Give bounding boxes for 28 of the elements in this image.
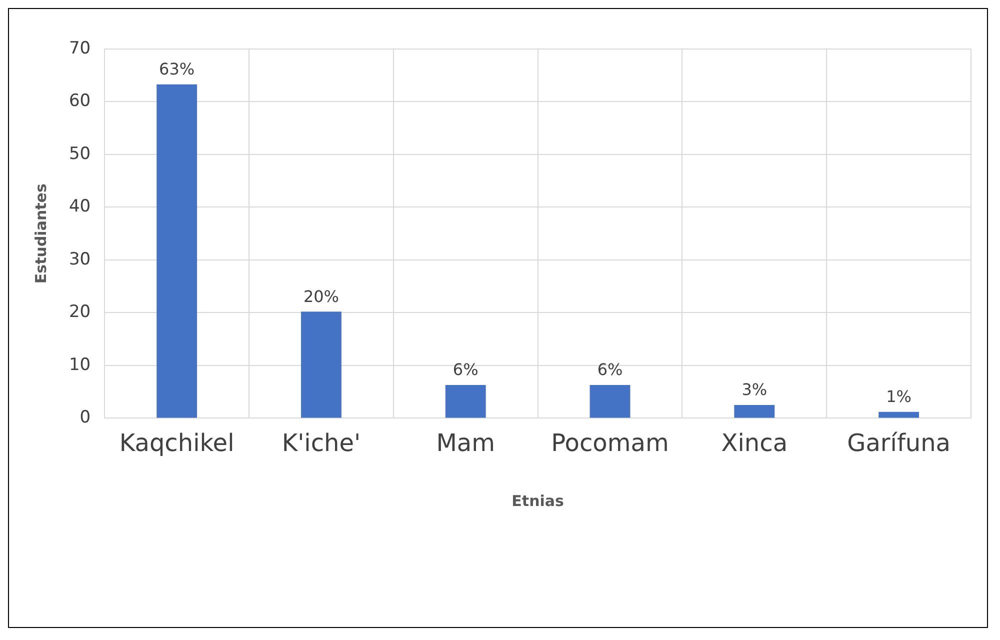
- x-tick-label: Garífuna: [847, 428, 951, 457]
- data-label: 6%: [597, 360, 623, 380]
- y-tick-label: 10: [68, 354, 91, 375]
- bar: [156, 84, 198, 418]
- data-label: 3%: [742, 380, 768, 400]
- y-tick-label: 40: [68, 196, 91, 217]
- data-label: 6%: [452, 360, 478, 380]
- x-tick-label: Xinca: [721, 428, 788, 457]
- bar: [590, 384, 630, 418]
- x-tick-label: Kaqchikel: [119, 428, 234, 457]
- x-axis-title: Etnias: [512, 492, 564, 510]
- data-label: 63%: [159, 59, 195, 78]
- bar: [734, 405, 775, 418]
- y-tick-label: 70: [68, 38, 91, 58]
- x-tick-label: K'iche': [282, 428, 361, 457]
- x-tick-label: Pocomam: [551, 428, 669, 457]
- y-tick-label: 50: [68, 144, 91, 164]
- y-tick-label: 30: [68, 249, 91, 270]
- bar: [878, 412, 920, 418]
- y-tick-label: 0: [80, 408, 91, 428]
- x-tick-label: Mam: [436, 428, 496, 457]
- y-tick-label: 60: [68, 91, 91, 112]
- data-label: 20%: [303, 286, 340, 306]
- data-label: 1%: [886, 387, 912, 406]
- y-axis-title: Estudiantes: [32, 184, 50, 284]
- y-tick-label: 20: [68, 302, 91, 322]
- bar: [445, 384, 486, 418]
- bar: [301, 312, 342, 418]
